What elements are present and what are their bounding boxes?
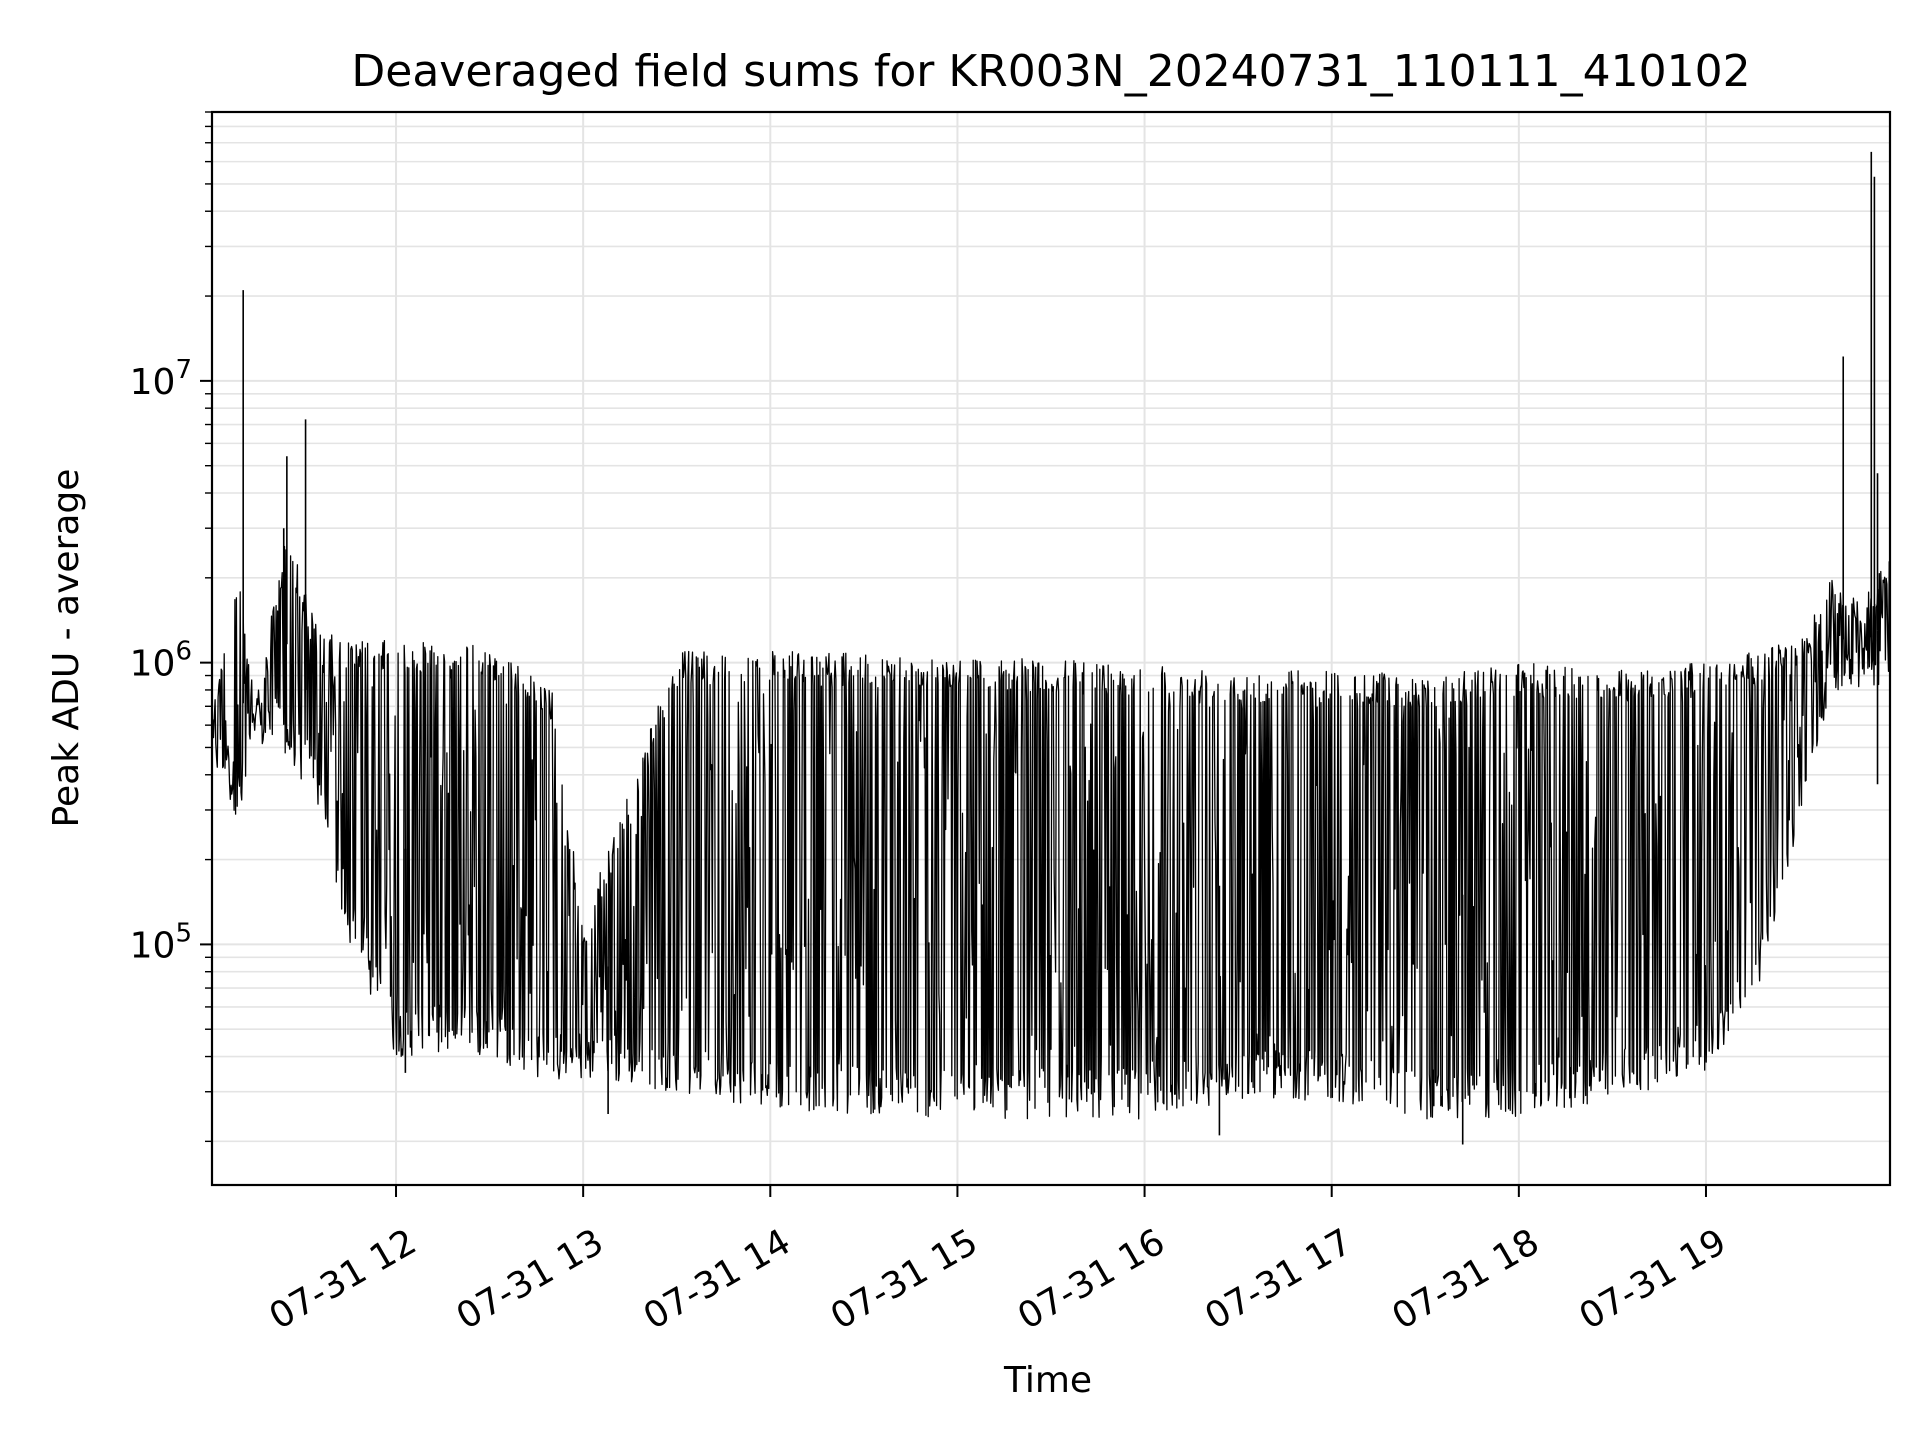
- x-tick-label: 07-31 16: [1011, 1221, 1172, 1337]
- y-axis-label: Peak ADU - average: [46, 469, 87, 828]
- x-axis: 07-31 12 07-31 13 07-31 14 07-31 15 07-31 16…: [263, 1185, 1734, 1338]
- y-tick-label: 106: [130, 637, 192, 685]
- x-tick-label: 07-31 12: [263, 1221, 424, 1337]
- plot-frame: [210, 110, 1892, 1187]
- x-axis-label: Time: [1003, 1360, 1092, 1401]
- chart-title: Deaveraged field sums for KR003N_2024073…: [351, 46, 1750, 97]
- x-tick-label: 07-31 19: [1573, 1221, 1734, 1337]
- x-tick-label: 07-31 18: [1385, 1221, 1546, 1337]
- y-axis: 105 106 107: [130, 111, 212, 1143]
- x-tick-label: 07-31 15: [824, 1221, 985, 1337]
- x-tick-label: 07-31 13: [450, 1221, 611, 1337]
- x-tick-label: 07-31 17: [1198, 1221, 1359, 1337]
- y-tick-label: 105: [130, 918, 192, 966]
- x-tick-label: 07-31 14: [637, 1221, 798, 1337]
- series-layer: [211, 151, 1891, 1145]
- y-tick-label: 107: [130, 355, 192, 403]
- series-line: [211, 545, 1891, 1120]
